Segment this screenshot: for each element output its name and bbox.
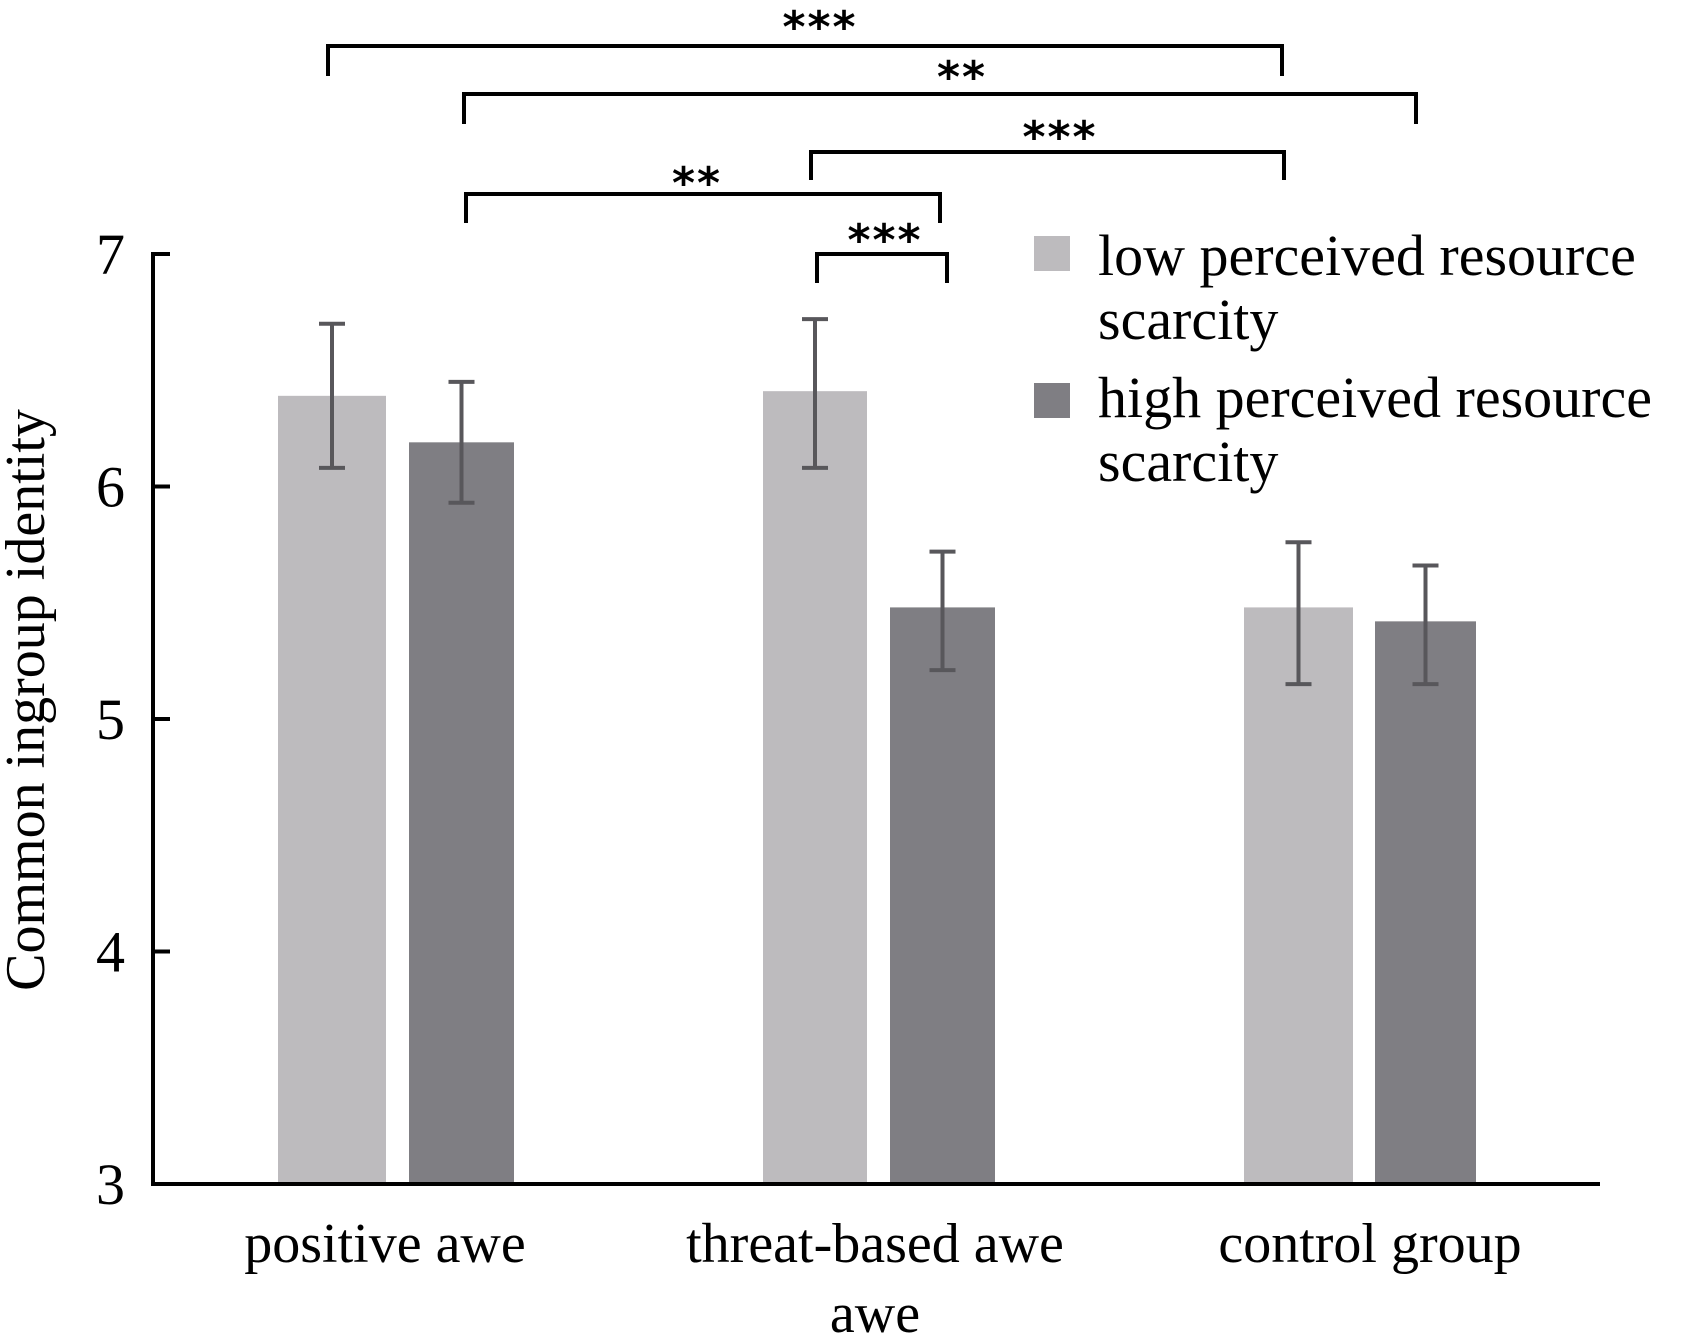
x-category-label-0: positive awe [244, 1213, 525, 1275]
bar-high-1 [890, 607, 995, 1184]
significance-bracket-1: *** [326, 2, 1284, 76]
significance-brackets: ************* [326, 2, 1418, 283]
significance-label-1: *** [782, 2, 857, 53]
error-bar-high-0 [448, 379, 475, 505]
bar-high-0 [409, 442, 514, 1184]
x-category-label-2: control group [1218, 1213, 1521, 1275]
error-bar-low-2 [1285, 540, 1312, 687]
significance-bracket-4: ** [464, 158, 942, 223]
y-tick-label-7: 7 [96, 222, 125, 287]
significance-label-2: ** [937, 52, 987, 103]
y-tick-label-3: 3 [96, 1152, 125, 1217]
bar-low-1 [763, 391, 867, 1184]
bracket-line [464, 192, 942, 223]
bracket-line [326, 44, 1284, 76]
significance-label-4: ** [672, 158, 722, 209]
y-axis-title: Common ingroup identity [0, 409, 57, 991]
significance-bracket-2: ** [462, 52, 1418, 124]
y-tick-label-6: 6 [96, 455, 125, 520]
error-bar-low-0 [319, 321, 345, 470]
legend-swatch-low [1034, 236, 1070, 271]
legend-label-high: high perceived resource [1098, 365, 1652, 430]
y-ticks-layer: 3 4 5 6 7 [96, 222, 170, 1217]
bracket-line [809, 150, 1286, 180]
bracket-line [815, 252, 949, 283]
error-bar-high-1 [929, 549, 956, 673]
bar-low-0 [278, 395, 386, 1184]
legend-swatch-high [1034, 383, 1070, 418]
bar-low-2 [1244, 607, 1353, 1184]
significance-label-5: *** [847, 215, 922, 266]
y-tick-label-5: 5 [96, 687, 125, 752]
error-bars-layer [319, 317, 1439, 687]
y-tick-label-4: 4 [96, 920, 125, 985]
bars-layer [278, 391, 1476, 1184]
x-category-labels: positive awe threat-based awe awe control g… [244, 1213, 1521, 1335]
bar-high-2 [1375, 621, 1476, 1184]
error-bar-low-1 [802, 317, 828, 470]
legend-label-high-line2: scarcity [1098, 429, 1278, 494]
x-category-label-1: threat-based awe [686, 1213, 1064, 1275]
error-bar-high-2 [1412, 563, 1439, 687]
significance-label-3: *** [1022, 112, 1097, 163]
bracket-line [462, 92, 1418, 124]
legend-label-low-line2: scarcity [1098, 287, 1278, 352]
significance-bracket-3: *** [809, 112, 1286, 180]
legend-label-low: low perceived resource [1098, 223, 1636, 288]
x-category-label-1-line2: awe [830, 1283, 920, 1335]
significance-bracket-5: *** [815, 215, 949, 283]
